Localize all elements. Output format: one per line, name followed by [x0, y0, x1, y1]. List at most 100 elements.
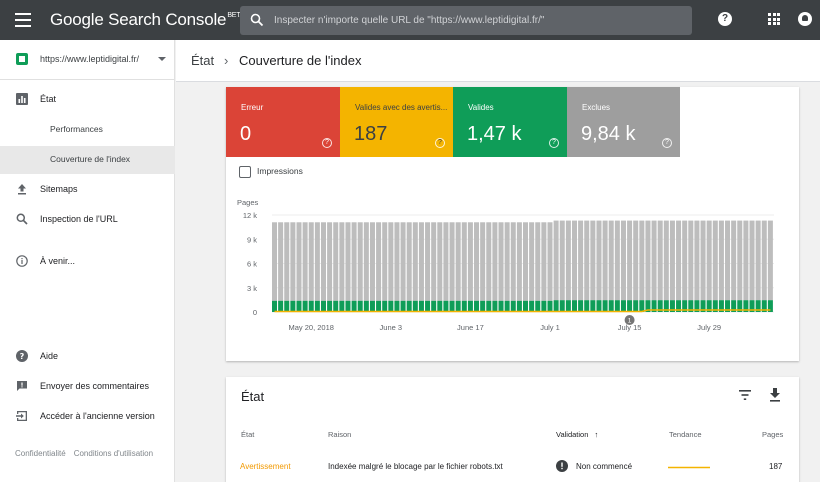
bar-exclues — [767, 220, 773, 301]
bar-exclues — [320, 222, 326, 301]
table-title: État — [241, 389, 265, 404]
bar-valides — [731, 300, 737, 312]
impressions-checkbox[interactable] — [239, 166, 251, 178]
sidebar-item-a-venir[interactable]: À venir... — [0, 248, 175, 276]
column-header-raison[interactable]: Raison — [328, 430, 352, 439]
help-icon[interactable]: ? — [322, 138, 332, 148]
app-logo[interactable]: Google Search ConsoleBETA — [50, 10, 244, 30]
sidebar-item-aide[interactable]: ? Aide — [0, 343, 175, 371]
bar-exclues — [620, 220, 626, 301]
bar-valides — [480, 300, 486, 312]
bar-exclues — [694, 220, 700, 301]
help-icon[interactable]: ? — [435, 138, 445, 148]
svg-text:?: ? — [20, 352, 25, 361]
column-header-etat[interactable]: État — [241, 430, 255, 439]
bar-exclues — [706, 220, 712, 301]
bar-valides — [382, 300, 388, 312]
bar-valides — [712, 300, 718, 312]
bar-valides — [486, 300, 492, 312]
search-input[interactable] — [274, 6, 684, 35]
bar-valides — [437, 300, 443, 312]
bar-exclues — [443, 222, 449, 301]
bar-exclues — [602, 220, 608, 301]
bar-valides — [504, 300, 510, 312]
bar-valides — [584, 300, 590, 312]
alert-icon — [556, 460, 568, 472]
tile-valides[interactable]: Valides 1,47 k ? — [453, 87, 567, 157]
bar-exclues — [523, 222, 529, 301]
bar-exclues — [608, 220, 614, 301]
sidebar-item-old-version[interactable]: Accéder à l'ancienne version — [0, 403, 175, 431]
notifications-icon[interactable] — [798, 12, 812, 26]
bar-exclues — [394, 222, 400, 301]
url-inspection-search[interactable] — [240, 6, 692, 35]
sidebar-item-label: Envoyer des commentaires — [40, 381, 150, 391]
bar-valides — [418, 300, 424, 312]
feedback-icon — [17, 381, 27, 391]
bar-valides — [767, 300, 773, 312]
details-table-card: État État Raison Validation ↑ Tendance P… — [226, 377, 799, 482]
sidebar-item-inspection[interactable]: Inspection de l'URL — [0, 206, 175, 234]
privacy-link[interactable]: Confidentialité — [15, 449, 66, 458]
bar-exclues — [547, 222, 553, 301]
help-icon[interactable]: ? — [662, 138, 672, 148]
bar-exclues — [657, 220, 663, 301]
bar-valides — [559, 300, 565, 312]
bar-valides — [406, 300, 412, 312]
bar-exclues — [682, 220, 688, 301]
sidebar-item-sitemaps[interactable]: Sitemaps — [0, 176, 175, 204]
help-icon[interactable]: ? — [718, 12, 732, 26]
tile-erreur[interactable]: Erreur 0 ? — [226, 87, 340, 157]
tile-valides-avertissements[interactable]: Valides avec des avertis... 187 ? — [340, 87, 453, 157]
sidebar-item-feedback[interactable]: Envoyer des commentaires — [0, 373, 175, 401]
app-title: Google Search Console — [50, 10, 227, 29]
tile-exclues[interactable]: Exclues 9,84 k ? — [567, 87, 680, 157]
coverage-chart: Pages 12 k 9 k 6 k 3 k 0 May 20, 2018 June 3 Jun… — [237, 198, 774, 332]
x-tick-label: May 20, 2018 — [289, 323, 334, 332]
chevron-right-icon: › — [224, 53, 229, 68]
bar-valides — [516, 300, 522, 312]
hamburger-menu-icon[interactable] — [15, 13, 31, 27]
tile-label: Valides — [468, 103, 494, 112]
bar-exclues — [437, 222, 443, 301]
bar-valides — [412, 300, 418, 312]
column-header-pages[interactable]: Pages — [762, 430, 784, 439]
sidebar-item-couverture[interactable]: Couverture de l'index — [0, 146, 175, 174]
column-header-validation[interactable]: Validation ↑ — [556, 430, 598, 439]
tile-value: 0 — [240, 123, 252, 145]
column-header-tendance[interactable]: Tendance — [669, 430, 702, 439]
bar-exclues — [296, 222, 302, 301]
table-row[interactable]: Avertissement Indexée malgré le blocage … — [226, 453, 799, 479]
y-tick-label: 6 k — [247, 260, 257, 269]
bar-exclues — [327, 222, 333, 301]
bar-exclues — [737, 220, 743, 301]
breadcrumb-parent[interactable]: État — [191, 53, 215, 68]
bar-exclues — [743, 220, 749, 301]
bar-exclues — [388, 222, 394, 301]
bar-valides — [718, 300, 724, 312]
bar-valides — [357, 300, 363, 312]
annotation-label: 1 — [628, 318, 632, 325]
bar-exclues — [755, 220, 761, 301]
download-icon[interactable] — [769, 388, 781, 402]
bar-valides — [682, 300, 688, 312]
bar-exclues — [314, 222, 320, 301]
bar-exclues — [357, 222, 363, 301]
bar-exclues — [614, 220, 620, 301]
terms-link[interactable]: Conditions d'utilisation — [73, 449, 154, 458]
bar-valides — [363, 300, 369, 312]
property-selector[interactable]: https://www.leptidigital.fr/ — [0, 40, 175, 80]
row-pages: 187 — [769, 462, 783, 471]
bar-valides — [327, 300, 333, 312]
sidebar-item-performances[interactable]: Performances — [0, 116, 175, 144]
help-icon[interactable]: ? — [549, 138, 559, 148]
bar-exclues — [663, 220, 669, 301]
apps-grid-icon[interactable] — [768, 13, 780, 25]
bar-valides — [461, 300, 467, 312]
sidebar-item-etat[interactable]: État — [0, 86, 175, 114]
bar-valides — [449, 300, 455, 312]
bar-exclues — [369, 222, 375, 301]
filter-icon[interactable] — [739, 390, 751, 400]
bar-exclues — [504, 222, 510, 301]
bar-exclues — [461, 222, 467, 301]
